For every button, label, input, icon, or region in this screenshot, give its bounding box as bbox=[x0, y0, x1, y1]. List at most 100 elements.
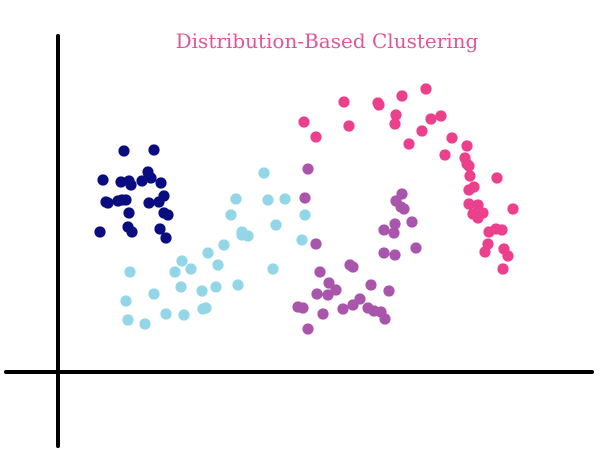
data-point-series-3 bbox=[311, 288, 323, 300]
data-point-series-1 bbox=[97, 174, 109, 186]
data-point-series-1 bbox=[143, 197, 155, 209]
data-point-series-4 bbox=[483, 226, 495, 238]
data-point-series-4 bbox=[464, 170, 476, 182]
data-point-series-2 bbox=[202, 247, 214, 259]
data-point-series-2 bbox=[279, 193, 291, 205]
data-point-series-3 bbox=[302, 323, 314, 335]
data-point-series-2 bbox=[262, 194, 274, 206]
data-point-series-4 bbox=[502, 250, 514, 262]
data-point-series-4 bbox=[446, 132, 458, 144]
data-point-series-2 bbox=[196, 285, 208, 297]
data-point-series-3 bbox=[378, 247, 390, 259]
data-point-series-4 bbox=[472, 212, 484, 224]
data-point-series-1 bbox=[115, 176, 127, 188]
data-point-series-2 bbox=[178, 309, 190, 321]
data-point-series-1 bbox=[122, 221, 134, 233]
data-point-series-1 bbox=[160, 232, 172, 244]
data-point-series-2 bbox=[176, 255, 188, 267]
data-point-series-2 bbox=[160, 308, 172, 320]
data-point-series-2 bbox=[258, 167, 270, 179]
data-point-series-3 bbox=[354, 293, 366, 305]
data-point-series-3 bbox=[344, 259, 356, 271]
data-point-series-1 bbox=[155, 177, 167, 189]
data-point-series-2 bbox=[139, 318, 151, 330]
data-point-series-2 bbox=[200, 302, 212, 314]
data-point-series-2 bbox=[124, 266, 136, 278]
data-point-series-1 bbox=[102, 197, 114, 209]
data-point-series-4 bbox=[416, 125, 428, 137]
data-point-series-1 bbox=[123, 207, 135, 219]
data-point-series-3 bbox=[310, 238, 322, 250]
data-point-series-1 bbox=[94, 226, 106, 238]
data-point-series-3 bbox=[317, 308, 329, 320]
data-point-series-3 bbox=[388, 227, 400, 239]
data-point-series-3 bbox=[396, 188, 408, 200]
data-point-series-3 bbox=[297, 302, 309, 314]
data-point-series-4 bbox=[439, 149, 451, 161]
data-point-series-4 bbox=[390, 109, 402, 121]
data-point-series-2 bbox=[218, 239, 230, 251]
data-point-series-3 bbox=[383, 285, 395, 297]
data-point-series-4 bbox=[338, 96, 350, 108]
data-point-series-1 bbox=[154, 223, 166, 235]
data-point-series-4 bbox=[420, 83, 432, 95]
data-point-series-2 bbox=[212, 259, 224, 271]
data-point-series-4 bbox=[472, 199, 484, 211]
chart-title: Distribution-Based Clustering bbox=[176, 29, 479, 53]
data-point-series-2 bbox=[270, 219, 282, 231]
data-point-series-2 bbox=[299, 209, 311, 221]
data-point-series-4 bbox=[461, 140, 473, 152]
data-point-series-4 bbox=[425, 113, 437, 125]
data-point-series-3 bbox=[330, 284, 342, 296]
data-point-series-3 bbox=[322, 289, 334, 301]
data-point-series-2 bbox=[169, 266, 181, 278]
data-point-series-2 bbox=[122, 314, 134, 326]
data-point-series-4 bbox=[496, 224, 508, 236]
data-point-series-1 bbox=[142, 166, 154, 178]
data-point-series-3 bbox=[389, 218, 401, 230]
data-point-series-2 bbox=[210, 281, 222, 293]
data-point-series-2 bbox=[296, 234, 308, 246]
data-point-series-1 bbox=[136, 175, 148, 187]
data-point-series-3 bbox=[323, 277, 335, 289]
data-point-series-1 bbox=[125, 179, 137, 191]
data-point-series-2 bbox=[230, 193, 242, 205]
data-point-series-4 bbox=[491, 172, 503, 184]
data-point-series-2 bbox=[175, 281, 187, 293]
data-point-series-3 bbox=[406, 216, 418, 228]
data-point-series-3 bbox=[314, 266, 326, 278]
data-point-series-4 bbox=[497, 263, 509, 275]
data-point-series-1 bbox=[118, 145, 130, 157]
data-point-series-3 bbox=[378, 224, 390, 236]
data-points bbox=[94, 83, 519, 335]
data-point-series-4 bbox=[463, 198, 475, 210]
data-point-series-4 bbox=[389, 118, 401, 130]
data-point-series-3 bbox=[302, 163, 314, 175]
data-point-series-2 bbox=[148, 288, 160, 300]
data-point-series-2 bbox=[267, 263, 279, 275]
data-point-series-3 bbox=[379, 313, 391, 325]
data-point-series-4 bbox=[298, 116, 310, 128]
data-point-series-4 bbox=[463, 184, 475, 196]
data-point-series-2 bbox=[120, 295, 132, 307]
data-point-series-4 bbox=[507, 203, 519, 215]
data-point-series-3 bbox=[389, 249, 401, 261]
data-point-series-4 bbox=[372, 97, 384, 109]
data-point-series-2 bbox=[225, 209, 237, 221]
data-point-series-4 bbox=[396, 90, 408, 102]
data-point-series-1 bbox=[158, 207, 170, 219]
data-point-series-4 bbox=[343, 120, 355, 132]
data-point-series-4 bbox=[435, 110, 447, 122]
data-point-series-2 bbox=[232, 279, 244, 291]
data-point-series-4 bbox=[403, 138, 415, 150]
data-point-series-2 bbox=[236, 229, 248, 241]
data-point-series-1 bbox=[148, 144, 160, 156]
data-point-series-1 bbox=[158, 190, 170, 202]
data-point-series-4 bbox=[479, 246, 491, 258]
data-point-series-4 bbox=[459, 152, 471, 164]
data-point-series-3 bbox=[337, 303, 349, 315]
data-point-series-4 bbox=[310, 131, 322, 143]
data-point-series-3 bbox=[365, 279, 377, 291]
data-point-series-3 bbox=[299, 192, 311, 204]
data-point-series-3 bbox=[410, 242, 422, 254]
